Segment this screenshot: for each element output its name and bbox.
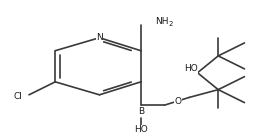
Text: 2: 2 xyxy=(168,21,173,27)
Text: NH: NH xyxy=(155,17,168,26)
Text: HO: HO xyxy=(134,125,148,134)
Text: Cl: Cl xyxy=(13,92,22,101)
Text: N: N xyxy=(96,33,103,42)
Text: O: O xyxy=(175,98,182,106)
Text: B: B xyxy=(138,107,144,116)
Text: HO: HO xyxy=(184,64,198,73)
